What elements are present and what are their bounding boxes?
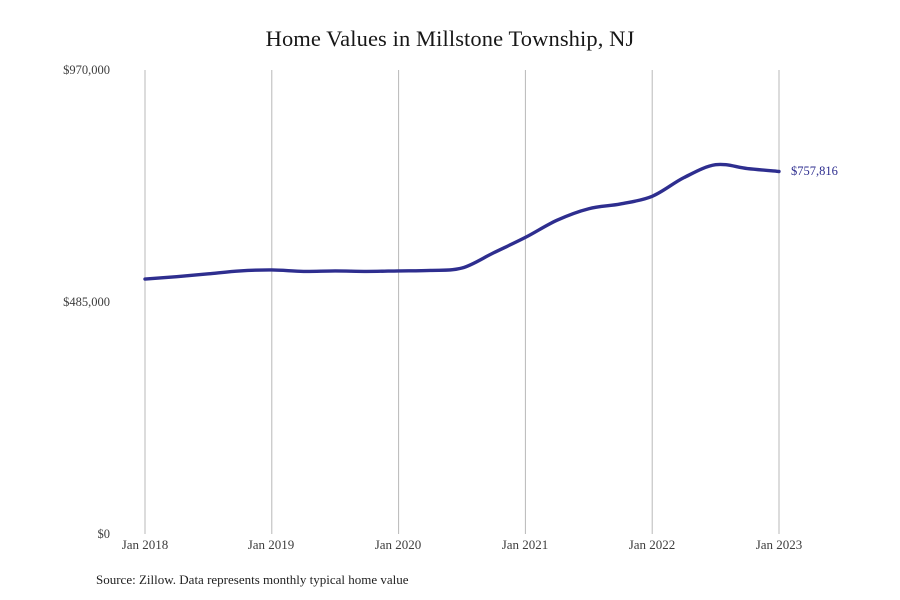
x-axis-tick-jan-2021: Jan 2021 [501, 537, 549, 552]
series-end-value-label: $757,816 [791, 164, 838, 179]
x-axis-tick-jan-2023: Jan 2023 [755, 537, 803, 552]
chart-source-note: Source: Zillow. Data represents monthly … [96, 572, 409, 587]
y-axis-tick-bottom: $0 [97, 527, 111, 541]
x-axis-tick-jan-2018: Jan 2018 [121, 537, 169, 552]
chart-title: Home Values in Millstone Township, NJ [265, 26, 635, 51]
chart-line-series [143, 162, 781, 281]
x-axis-tick-jan-2019: Jan 2019 [247, 537, 295, 552]
x-axis-tick-jan-2022: Jan 2022 [628, 537, 676, 552]
x-axis-tick-jan-2020: Jan 2020 [374, 537, 422, 552]
y-axis-tick-mid: $485,000 [63, 295, 110, 309]
y-axis-tick-top: $970,000 [63, 63, 110, 77]
chart-gridlines [144, 70, 780, 534]
